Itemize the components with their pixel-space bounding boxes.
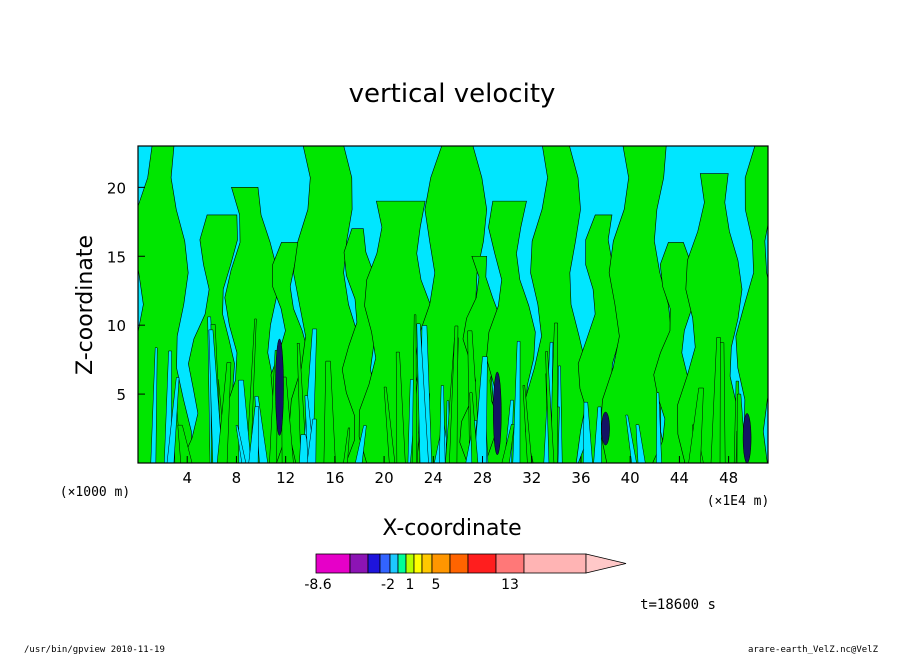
x-tick-label: 32	[522, 469, 541, 487]
footer-left: /usr/bin/gpview 2010-11-19	[24, 645, 165, 654]
colorbar-label: 13	[501, 577, 519, 593]
downdraft-core	[276, 339, 284, 435]
y-tick-label: 10	[107, 317, 126, 335]
colorbar-label: 1	[406, 577, 415, 593]
colorbar-swatch	[368, 554, 380, 573]
colorbar-swatch	[390, 554, 398, 573]
colorbar	[316, 554, 626, 573]
y-tick-label: 20	[107, 179, 126, 197]
colorbar-swatch	[380, 554, 390, 573]
y-tick-label: 5	[116, 386, 126, 404]
x-tick-label: 16	[325, 469, 344, 487]
footer-right: arare-earth_VelZ.nc@VelZ	[748, 645, 879, 654]
colorbar-swatch	[406, 554, 414, 573]
x-tick-label: 36	[571, 469, 590, 487]
colorbar-swatch	[450, 554, 468, 573]
colorbar-label: -8.6	[304, 577, 331, 593]
x-unit-left: (×1000 m)	[60, 485, 130, 500]
y-axis-label: Z-coordinate	[73, 235, 98, 375]
x-tick-label: 40	[621, 469, 640, 487]
colorbar-swatch	[422, 554, 432, 573]
colorbar-extend-arrow	[586, 554, 626, 573]
x-unit-right: (×1E4 m)	[707, 494, 770, 509]
colorbar-swatch	[414, 554, 422, 573]
colorbar-label: 5	[432, 577, 441, 593]
colorbar-swatch	[524, 554, 586, 573]
colorbar-swatch	[432, 554, 450, 573]
downdraft-core	[493, 372, 501, 455]
x-tick-label: 28	[473, 469, 492, 487]
x-tick-label: 44	[670, 469, 689, 487]
colorbar-swatch	[316, 554, 350, 573]
colorbar-swatch	[398, 554, 406, 573]
colorbar-label: -2	[381, 577, 395, 593]
colorbar-swatch	[468, 554, 496, 573]
chart-title: vertical velocity	[349, 79, 556, 109]
x-tick-label: 24	[424, 469, 443, 487]
x-tick-label: 8	[232, 469, 242, 487]
colorbar-labels: -8.6 -2 1 5 13	[304, 577, 519, 593]
y-tick-label: 15	[107, 248, 126, 266]
colorbar-swatch	[350, 554, 368, 573]
plot-area	[125, 146, 780, 463]
x-tick-label: 4	[182, 469, 192, 487]
x-axis-label: X-coordinate	[382, 516, 521, 541]
downdraft-core	[743, 413, 751, 463]
x-tick-label: 20	[375, 469, 394, 487]
x-tick-label: 12	[276, 469, 295, 487]
x-tick-label: 48	[719, 469, 738, 487]
time-label: t=18600 s	[640, 597, 716, 613]
colorbar-swatch	[496, 554, 524, 573]
downdraft-core	[602, 412, 610, 445]
